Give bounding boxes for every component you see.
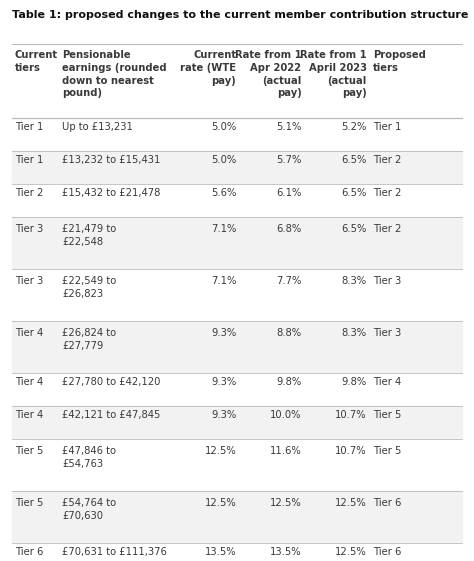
Text: Current
tiers: Current tiers xyxy=(15,50,58,73)
Bar xyxy=(12,151,462,184)
Text: 13.5%: 13.5% xyxy=(205,548,236,557)
Text: Tier 6: Tier 6 xyxy=(373,498,401,508)
Text: 8.8%: 8.8% xyxy=(276,328,301,338)
Text: 5.0%: 5.0% xyxy=(211,122,236,132)
Text: Rate from 1
April 2023
(actual
pay): Rate from 1 April 2023 (actual pay) xyxy=(300,50,367,98)
Text: 10.0%: 10.0% xyxy=(270,410,301,420)
Text: Tier 4: Tier 4 xyxy=(15,410,43,420)
Text: Tier 5: Tier 5 xyxy=(15,498,44,508)
Text: 9.3%: 9.3% xyxy=(211,328,236,338)
Bar xyxy=(12,217,462,269)
Text: 10.7%: 10.7% xyxy=(335,446,367,456)
Bar xyxy=(12,269,462,321)
Text: Tier 1: Tier 1 xyxy=(15,155,44,165)
Text: Tier 1: Tier 1 xyxy=(15,122,44,132)
Text: 9.8%: 9.8% xyxy=(276,378,301,387)
Text: Up to £13,231: Up to £13,231 xyxy=(62,122,133,132)
Bar xyxy=(12,439,462,491)
Text: £27,780 to £42,120: £27,780 to £42,120 xyxy=(62,378,161,387)
Bar xyxy=(12,491,462,543)
Text: £22,549 to
£26,823: £22,549 to £26,823 xyxy=(62,276,117,298)
Text: 6.5%: 6.5% xyxy=(341,224,367,234)
Text: Tier 2: Tier 2 xyxy=(373,224,401,234)
Text: £47,846 to
£54,763: £47,846 to £54,763 xyxy=(62,446,116,468)
Text: 5.0%: 5.0% xyxy=(211,155,236,165)
Text: 9.3%: 9.3% xyxy=(211,378,236,387)
Bar xyxy=(12,184,462,217)
Text: Tier 2: Tier 2 xyxy=(373,155,401,165)
Text: Tier 4: Tier 4 xyxy=(15,328,43,338)
Text: 13.5%: 13.5% xyxy=(270,548,301,557)
Text: Tier 5: Tier 5 xyxy=(373,446,401,456)
Text: 12.5%: 12.5% xyxy=(204,446,236,456)
Text: 6.5%: 6.5% xyxy=(341,188,367,198)
Text: 5.1%: 5.1% xyxy=(276,122,301,132)
Text: 6.5%: 6.5% xyxy=(341,155,367,165)
Bar xyxy=(12,373,462,406)
Text: Current
rate (WTE
pay): Current rate (WTE pay) xyxy=(180,50,236,86)
Bar xyxy=(12,406,462,439)
Text: 12.5%: 12.5% xyxy=(335,498,367,508)
Text: 12.5%: 12.5% xyxy=(270,498,301,508)
Text: Tier 4: Tier 4 xyxy=(373,378,401,387)
Text: Rate from 1
Apr 2022
(actual
pay): Rate from 1 Apr 2022 (actual pay) xyxy=(235,50,301,98)
Text: 9.3%: 9.3% xyxy=(211,410,236,420)
Text: Tier 3: Tier 3 xyxy=(15,224,43,234)
Text: 6.8%: 6.8% xyxy=(276,224,301,234)
Text: 12.5%: 12.5% xyxy=(204,498,236,508)
Text: 9.8%: 9.8% xyxy=(341,378,367,387)
Text: £42,121 to £47,845: £42,121 to £47,845 xyxy=(62,410,161,420)
Text: £15,432 to £21,478: £15,432 to £21,478 xyxy=(62,188,161,198)
Text: 7.7%: 7.7% xyxy=(276,276,301,286)
Text: £26,824 to
£27,779: £26,824 to £27,779 xyxy=(62,328,117,351)
Text: £54,764 to
£70,630: £54,764 to £70,630 xyxy=(62,498,117,521)
Text: 7.1%: 7.1% xyxy=(211,276,236,286)
Text: Tier 5: Tier 5 xyxy=(15,446,44,456)
Bar xyxy=(12,321,462,373)
Text: Tier 4: Tier 4 xyxy=(15,378,43,387)
Text: Tier 6: Tier 6 xyxy=(15,548,44,557)
Bar xyxy=(12,118,462,151)
Text: £70,631 to £111,376: £70,631 to £111,376 xyxy=(62,548,167,557)
Text: Tier 3: Tier 3 xyxy=(373,328,401,338)
Text: 12.5%: 12.5% xyxy=(335,548,367,557)
Text: 5.7%: 5.7% xyxy=(276,155,301,165)
Text: Proposed
tiers: Proposed tiers xyxy=(373,50,426,73)
Text: 7.1%: 7.1% xyxy=(211,224,236,234)
Text: £13,232 to £15,431: £13,232 to £15,431 xyxy=(62,155,161,165)
Text: 10.7%: 10.7% xyxy=(335,410,367,420)
Text: 5.6%: 5.6% xyxy=(211,188,236,198)
Text: Tier 2: Tier 2 xyxy=(15,188,44,198)
Text: Tier 6: Tier 6 xyxy=(373,548,401,557)
Text: Tier 1: Tier 1 xyxy=(373,122,401,132)
Text: 5.2%: 5.2% xyxy=(341,122,367,132)
Text: 11.6%: 11.6% xyxy=(270,446,301,456)
Text: Pensionable
earnings (rounded
down to nearest
pound): Pensionable earnings (rounded down to ne… xyxy=(62,50,167,98)
Text: 8.3%: 8.3% xyxy=(342,328,367,338)
Text: £21,479 to
£22,548: £21,479 to £22,548 xyxy=(62,224,117,247)
Text: Tier 3: Tier 3 xyxy=(373,276,401,286)
Text: Tier 3: Tier 3 xyxy=(15,276,43,286)
Text: 8.3%: 8.3% xyxy=(342,276,367,286)
Text: Tier 2: Tier 2 xyxy=(373,188,401,198)
Text: Tier 5: Tier 5 xyxy=(373,410,401,420)
Text: Table 1: proposed changes to the current member contribution structure: Table 1: proposed changes to the current… xyxy=(12,10,468,20)
Text: 6.1%: 6.1% xyxy=(276,188,301,198)
Bar xyxy=(12,543,462,561)
